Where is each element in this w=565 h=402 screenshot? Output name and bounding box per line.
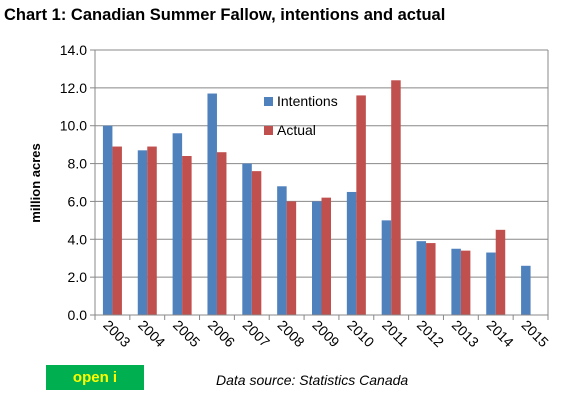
legend-swatch-intentions	[264, 97, 273, 106]
bar-intentions-2014	[486, 252, 496, 315]
open-button[interactable]: open i	[46, 365, 144, 390]
legend-label-intentions: Intentions	[277, 93, 338, 109]
bar-intentions-2008	[277, 186, 287, 315]
y-tick-label: 2.0	[68, 269, 88, 285]
bar-actual-2009	[321, 197, 331, 315]
x-tick-label-2003: 2003	[100, 317, 133, 350]
x-tick-label-2004: 2004	[135, 317, 168, 350]
bar-actual-2013	[460, 250, 471, 315]
bar-intentions-2009	[312, 201, 322, 315]
data-source-note: Data source: Statistics Canada	[216, 372, 409, 388]
bar-intentions-2015	[521, 265, 531, 315]
bar-intentions-2007	[242, 163, 252, 315]
x-tick-label-2009: 2009	[309, 317, 342, 350]
bar-intentions-2010	[346, 191, 357, 315]
y-tick-label: 12.0	[60, 80, 87, 96]
x-tick-label-2012: 2012	[414, 317, 447, 350]
bar-actual-2007	[251, 171, 262, 315]
x-axis-ticks: 2003 2004 2005 2006 2007 2008 2009 2010 2011 2012…	[94, 315, 552, 350]
y-tick-label: 8.0	[68, 156, 88, 172]
x-tick-label-2008: 2008	[275, 317, 308, 350]
bar-intentions-2006	[207, 93, 217, 316]
x-tick-label-2015: 2015	[518, 317, 551, 350]
bar-actual-2003	[112, 146, 122, 315]
y-tick-label: 14.0	[60, 42, 87, 58]
bar-intentions-2004	[137, 150, 148, 315]
x-tick-label-2006: 2006	[205, 317, 238, 350]
x-tick-label-2013: 2013	[449, 317, 482, 350]
chart-title: Chart 1: Canadian Summer Fallow, intenti…	[4, 6, 446, 24]
bars	[102, 80, 531, 316]
bar-actual-2006	[216, 152, 227, 315]
bar-actual-2005	[182, 156, 192, 315]
legend-label-actual: Actual	[277, 122, 316, 138]
y-tick-label: 4.0	[68, 231, 88, 247]
x-tick-label-2014: 2014	[484, 317, 517, 350]
x-tick-label-2007: 2007	[240, 317, 273, 350]
bar-actual-2004	[147, 146, 157, 315]
legend-swatch-actual	[264, 126, 273, 135]
bar-actual-2008	[286, 201, 297, 315]
x-tick-label-2011: 2011	[379, 317, 412, 350]
y-tick-label: 6.0	[68, 193, 88, 209]
bar-intentions-2005	[172, 133, 183, 315]
y-axis-label: million acres	[28, 143, 43, 222]
bar-actual-2012	[426, 243, 436, 315]
y-tick-label: 0.0	[68, 307, 88, 323]
bar-intentions-2011	[381, 220, 392, 315]
y-tick-label: 10.0	[60, 118, 87, 134]
x-tick-label-2005: 2005	[170, 317, 203, 350]
axes	[94, 50, 549, 316]
y-axis-ticks: 0.0 2.0 4.0 6.0 8.0 10.0 12.0 14.0	[60, 42, 95, 323]
bar-actual-2010	[356, 95, 366, 315]
legend: Intentions Actual	[264, 93, 338, 138]
bar-intentions-2013	[451, 248, 461, 315]
bar-actual-2011	[391, 80, 401, 316]
bar-intentions-2003	[102, 125, 113, 315]
x-tick-label-2010: 2010	[344, 317, 377, 350]
bar-intentions-2012	[416, 241, 427, 315]
bar-actual-2014	[495, 229, 506, 315]
